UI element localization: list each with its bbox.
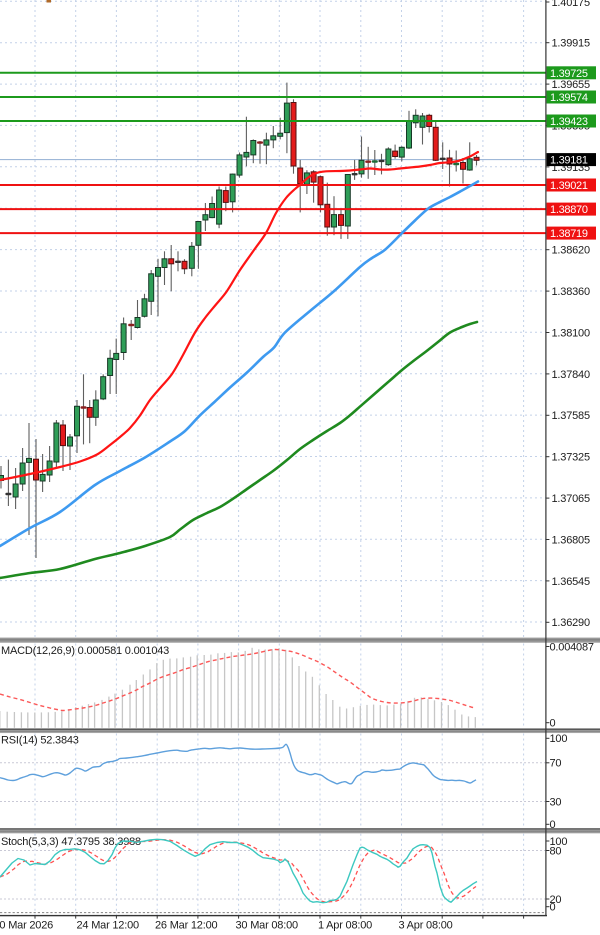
svg-text:1.37585: 1.37585 — [552, 410, 590, 422]
svg-text:20 Mar 2026: 20 Mar 2026 — [0, 919, 53, 931]
svg-text:1.39655: 1.39655 — [552, 79, 590, 91]
svg-text:26 Mar 12:00: 26 Mar 12:00 — [155, 919, 218, 931]
svg-text:0: 0 — [550, 902, 556, 914]
svg-text:1.38719: 1.38719 — [550, 228, 588, 240]
svg-text:1.39725: 1.39725 — [550, 68, 588, 80]
svg-text:1.36805: 1.36805 — [552, 534, 590, 546]
svg-text:1.36545: 1.36545 — [552, 576, 590, 588]
svg-text:30 Mar 08:00: 30 Mar 08:00 — [236, 919, 299, 931]
svg-text:3 Apr 08:00: 3 Apr 08:00 — [399, 919, 453, 931]
svg-text:0: 0 — [550, 718, 556, 730]
svg-text:1.39423: 1.39423 — [550, 116, 588, 128]
svg-text:1.40175: 1.40175 — [552, 0, 590, 9]
svg-text:1.37840: 1.37840 — [552, 369, 590, 381]
svg-text:1.36290: 1.36290 — [552, 617, 590, 629]
svg-text:100: 100 — [550, 836, 568, 848]
svg-text:Stoch(5,3,3) 47.3795 38.3988: Stoch(5,3,3) 47.3795 38.3988 — [1, 836, 141, 848]
svg-text:1.37065: 1.37065 — [552, 493, 590, 505]
svg-text:1.38100: 1.38100 — [552, 327, 590, 339]
svg-text:RSI(14) 52.3843: RSI(14) 52.3843 — [1, 735, 79, 747]
svg-text:30: 30 — [550, 796, 562, 808]
svg-text:MACD(12,26,9) 0.000581 0.00104: MACD(12,26,9) 0.000581 0.001043 — [1, 645, 169, 657]
svg-text:1.38360: 1.38360 — [552, 286, 590, 298]
svg-text:1.39574: 1.39574 — [550, 92, 588, 104]
svg-text:20: 20 — [550, 894, 562, 906]
svg-text:1.39915: 1.39915 — [552, 38, 590, 50]
svg-text:1.38620: 1.38620 — [552, 245, 590, 257]
svg-text:0.004087: 0.004087 — [550, 641, 594, 653]
svg-text:1 Apr 08:00: 1 Apr 08:00 — [318, 919, 372, 931]
svg-text:24 Mar 12:00: 24 Mar 12:00 — [77, 919, 140, 931]
svg-text:80: 80 — [550, 845, 562, 857]
svg-text:100: 100 — [550, 733, 568, 745]
svg-text:1.39021: 1.39021 — [550, 180, 588, 192]
svg-text:1.39181: 1.39181 — [550, 155, 588, 167]
svg-text:1.38870: 1.38870 — [550, 204, 588, 216]
svg-text:70: 70 — [550, 758, 562, 770]
svg-text:1.37325: 1.37325 — [552, 452, 590, 464]
svg-text:0: 0 — [550, 819, 556, 831]
